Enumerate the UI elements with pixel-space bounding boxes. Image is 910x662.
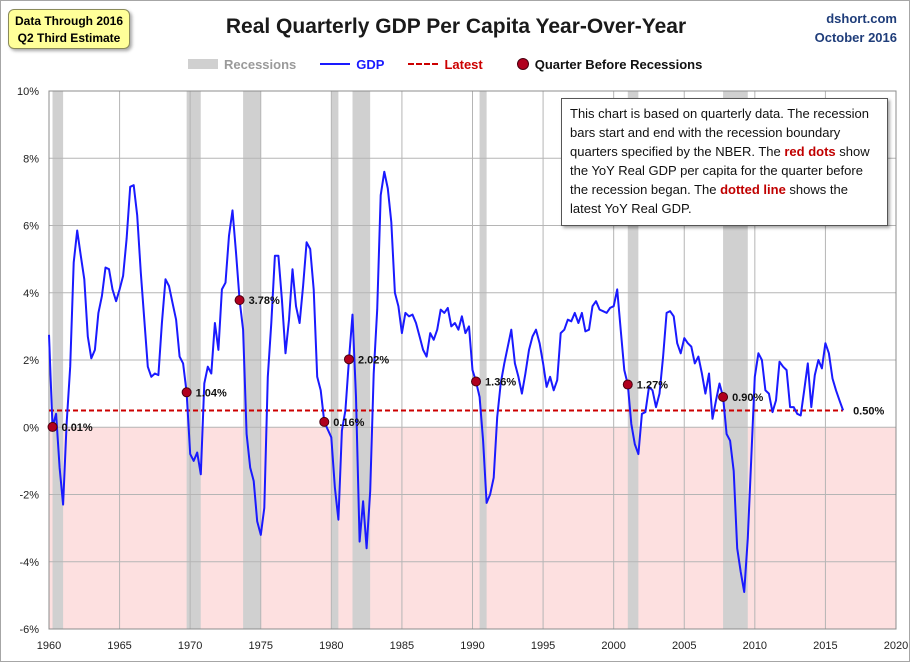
source-block: dshort.com October 2016 [815, 9, 897, 47]
x-tick-label: 2005 [672, 640, 696, 652]
x-tick-label: 2010 [743, 640, 767, 652]
quarter-before-dot-0 [47, 421, 58, 432]
y-tick-label: 8% [23, 153, 39, 165]
y-tick-label: 0% [23, 422, 39, 434]
x-tick-label: 1960 [37, 640, 61, 652]
x-tick-label: 1990 [460, 640, 484, 652]
note-part-1: This chart is based on quarterly data. T… [570, 106, 869, 159]
quarter-before-dot-3 [319, 416, 330, 427]
y-tick-label: 2% [23, 355, 39, 367]
legend-item-recessions: Recessions [188, 57, 296, 72]
legend-label-gdp: GDP [356, 56, 385, 72]
quarter-before-label: 0.16% [333, 417, 364, 429]
badge-line-1: Data Through 2016 [14, 14, 124, 28]
quarter-before-dot-7 [718, 391, 729, 402]
explanatory-note: This chart is based on quarterly data. T… [561, 98, 888, 226]
quarter-before-label: 1.04% [196, 387, 227, 399]
quarter-before-label: 3.78% [249, 295, 280, 307]
quarter-before-dot-2 [234, 295, 245, 306]
legend-label-latest: Latest [444, 56, 483, 72]
x-tick-label: 2015 [813, 640, 837, 652]
latest-value-label: 0.50% [853, 405, 884, 417]
x-tick-label: 1980 [319, 640, 343, 652]
legend-label-recessions: Recessions [224, 56, 297, 72]
x-tick-label: 1985 [390, 640, 414, 652]
quarter-before-label: 2.02% [358, 354, 389, 366]
y-tick-label: 6% [23, 221, 39, 233]
legend-swatch-gdp [320, 63, 351, 65]
quarter-before-dot-1 [181, 387, 192, 398]
quarter-before-label: 0.90% [732, 392, 763, 404]
x-tick-label: 2000 [601, 640, 625, 652]
y-tick-label: 4% [23, 288, 39, 300]
badge-line-2: Q2 Third Estimate [17, 31, 121, 45]
source-site: dshort.com [826, 11, 897, 26]
legend-swatch-latest [408, 63, 439, 65]
note-red-dots: red dots [784, 144, 836, 159]
chart-title: Real Quarterly GDP Per Capita Year-Over-… [225, 15, 687, 38]
quarter-before-dot-5 [471, 376, 482, 387]
x-tick-label: 1975 [249, 640, 273, 652]
y-tick-label: -6% [19, 624, 39, 636]
note-dotted-line: dotted line [720, 182, 786, 197]
x-tick-label: 1965 [107, 640, 131, 652]
source-date: October 2016 [814, 30, 897, 45]
x-tick-label: 2020 [884, 640, 908, 652]
quarter-before-dot-6 [622, 379, 633, 390]
legend-swatch-dot [516, 58, 529, 70]
legend-swatch-recessions [188, 59, 218, 69]
gdp-series-line [48, 170, 845, 593]
quarter-before-label: 1.27% [637, 380, 668, 392]
y-tick-label: -4% [19, 557, 39, 569]
chart-legend: Recessions GDP Latest Quarter Before Rec… [188, 55, 726, 73]
data-through-badge: Data Through 2016 Q2 Third Estimate [8, 9, 130, 49]
quarter-before-dot-4 [343, 354, 354, 365]
x-tick-label: 1970 [178, 640, 202, 652]
legend-item-latest: Latest [408, 56, 483, 72]
y-tick-label: -2% [19, 490, 39, 502]
note-part-2: show the YoY Real GDP per capita for the… [570, 144, 870, 197]
legend-label-quarter-before: Quarter Before Recessions [534, 56, 703, 72]
quarter-before-label: 1.36% [485, 377, 516, 389]
legend-item-gdp: GDP [320, 57, 384, 72]
quarter-before-label: 0.01% [62, 422, 93, 434]
legend-item-quarter-before: Quarter Before Recessions [507, 56, 703, 72]
x-tick-label: 1995 [531, 640, 555, 652]
note-part-3: shows the latest YoY Real GDP. [570, 182, 848, 216]
y-tick-label: 10% [17, 86, 39, 98]
